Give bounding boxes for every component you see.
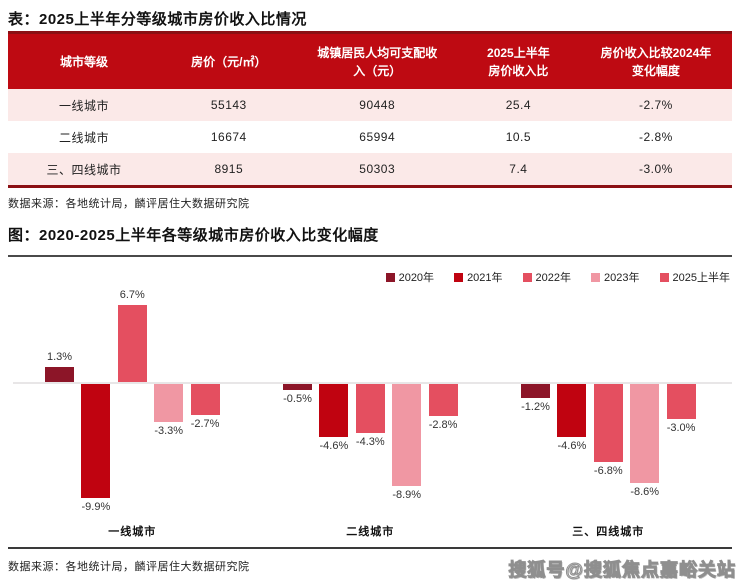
bar-value-label: -1.2% <box>521 400 550 413</box>
bar-2021年 <box>557 384 587 437</box>
x-axis-category-label: 三、四线城市 <box>572 526 645 538</box>
bar-2025上半年 <box>190 384 220 416</box>
price-income-table: 城市等级 房价（元/㎡） 城镇居民人均可支配收 入（元） 2025上半年 房价收入比 房… <box>8 31 732 188</box>
bar-value-label: -4.3% <box>355 436 385 449</box>
table-cell: -2.7% <box>639 98 673 112</box>
legend-item: 2025上半年 <box>659 269 730 285</box>
table-cell: 7.4 <box>509 162 528 176</box>
legend-item: 2022年 <box>522 269 572 285</box>
bar-2022年 <box>355 384 385 434</box>
table-cell: 55143 <box>210 98 247 112</box>
bar-chart: 2020年 2021年 2022年 2023年 2025上半年 1.3% -9.9% 6.7… <box>8 257 732 547</box>
table-cell: 50303 <box>359 162 396 176</box>
table-cell: 65994 <box>359 130 396 144</box>
legend-swatch <box>454 272 464 282</box>
legend-swatch <box>591 272 601 282</box>
legend-item: 2021年 <box>454 269 503 285</box>
watermark: 搜狐号@搜狐焦点嘉峪关站 <box>508 560 736 581</box>
chart-footer: 数据来源：各地统计局，麟评居住大数据研究院 <box>8 547 732 574</box>
bar-value-label: -4.6% <box>557 439 587 452</box>
table-cell: 16674 <box>210 130 247 144</box>
bar-2020年 <box>521 384 550 398</box>
table-header-cell: 城镇居民人均可支配收 入（元） <box>317 45 438 78</box>
table-row: 三、四线城市 8915 50303 7.4 -3.0% <box>8 153 732 185</box>
bar-value-label: -9.9% <box>81 500 111 513</box>
x-axis-line <box>13 382 732 384</box>
bar-2022年 <box>593 384 623 463</box>
legend-swatch <box>385 272 395 282</box>
bar-value-label: -8.6% <box>630 485 660 498</box>
x-axis-category-label: 二线城市 <box>346 526 395 538</box>
legend-label: 2023年 <box>604 272 640 284</box>
table-cell: -3.0% <box>639 162 673 176</box>
table-header-cell: 城市等级 <box>60 54 109 69</box>
chart-top-divider <box>8 255 732 257</box>
bar-2020年 <box>45 367 74 382</box>
bar-value-label: -6.8% <box>593 465 623 478</box>
table-cell: 10.5 <box>505 130 532 144</box>
table-cell: 25.4 <box>505 98 532 112</box>
chart-legend: 2020年 2021年 2022年 2023年 2025上半年 <box>385 269 730 285</box>
legend-label: 2022年 <box>535 272 572 284</box>
bar-2023年 <box>392 384 422 487</box>
table-cell: -2.8% <box>639 130 673 144</box>
bar-value-label: -8.9% <box>392 489 422 502</box>
bar-2020年 <box>283 384 312 390</box>
table-header-cell: 房价（元/㎡） <box>191 54 267 69</box>
table-source: 数据来源：各地统计局，麟评居住大数据研究院 <box>8 198 250 210</box>
bar-2021年 <box>81 384 111 498</box>
table-cell: 一线城市 <box>59 98 110 113</box>
table-cell: 二线城市 <box>59 130 110 145</box>
bar-value-label: -2.7% <box>190 418 220 431</box>
bar-value-label: -2.8% <box>428 419 458 432</box>
bar-2021年 <box>319 384 349 437</box>
bar-2022年 <box>117 304 147 382</box>
legend-swatch <box>522 272 532 282</box>
table-title: 表：2025上半年分等级城市房价收入比情况 <box>8 11 307 28</box>
bar-value-label: 6.7% <box>119 288 145 301</box>
table-cell: 8915 <box>214 162 244 176</box>
table-row: 二线城市 16674 65994 10.5 -2.8% <box>8 121 732 153</box>
legend-label: 2021年 <box>467 272 503 284</box>
bar-2025上半年 <box>428 384 458 417</box>
table-cell: 90448 <box>359 98 396 112</box>
bar-value-label: -4.6% <box>319 439 349 452</box>
legend-swatch <box>659 272 669 282</box>
bar-2023年 <box>630 384 660 483</box>
legend-item: 2023年 <box>591 269 640 285</box>
table-header-cell: 房价收入比较2024年 变化幅度 <box>600 45 712 78</box>
legend-item: 2020年 <box>385 269 435 285</box>
bar-2025上半年 <box>666 384 696 419</box>
table-header-row: 城市等级 房价（元/㎡） 城镇居民人均可支配收 入（元） 2025上半年 房价收入比 房… <box>8 34 732 89</box>
bar-value-label: -0.5% <box>283 392 312 405</box>
table-body: 一线城市 55143 90448 25.4 -2.7% 二线城市 16674 65994 10.… <box>8 89 732 185</box>
x-axis-category-label: 一线城市 <box>108 526 157 538</box>
chart-source: 数据来源：各地统计局，麟评居住大数据研究院 <box>8 561 250 573</box>
bar-value-label: 1.3% <box>46 351 73 364</box>
legend-label: 2020年 <box>398 272 435 284</box>
table-cell: 三、四线城市 <box>46 162 122 177</box>
chart-title: 图：2020-2025上半年各等级城市房价收入比变化幅度 <box>8 227 379 244</box>
bar-value-label: -3.0% <box>666 421 696 434</box>
legend-label: 2025上半年 <box>672 272 730 284</box>
table-row: 一线城市 55143 90448 25.4 -2.7% <box>8 89 732 121</box>
table-header-cell: 2025上半年 房价收入比 <box>487 45 550 78</box>
bar-value-label: -3.3% <box>154 424 184 437</box>
bar-2023年 <box>154 384 184 422</box>
